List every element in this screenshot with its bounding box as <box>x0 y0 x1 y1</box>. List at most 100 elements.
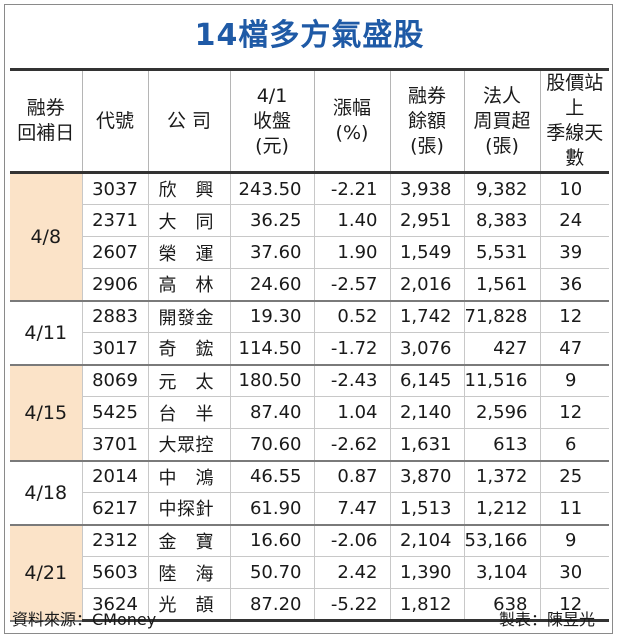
close-price: 37.60 <box>230 236 315 269</box>
days-above-ma: 30 <box>540 556 609 589</box>
institutional-net-buy: 613 <box>464 428 541 462</box>
change-pct: -5.22 <box>314 588 391 622</box>
company-name: 大同 <box>148 204 231 237</box>
margin-balance: 1,390 <box>390 556 465 589</box>
close-price: 24.60 <box>230 268 315 302</box>
table-row: 5425 台半 87.40 1.04 2,140 2,596 12 <box>10 396 609 429</box>
stock-code: 2906 <box>82 268 149 302</box>
close-price: 243.50 <box>230 172 315 205</box>
stock-code: 2883 <box>82 300 149 333</box>
company-name: 奇鋐 <box>148 332 231 366</box>
maker-note: 製表：陳昱光 <box>498 610 595 629</box>
margin-balance: 2,140 <box>390 396 465 429</box>
margin-balance: 3,076 <box>390 332 465 366</box>
table-row: 4/15 8069 元太 180.50 -2.43 6,145 11,516 9 <box>10 364 609 462</box>
close-price: 180.50 <box>230 364 315 397</box>
days-above-ma: 12 <box>540 588 609 622</box>
company-name: 大眾控 <box>148 428 231 462</box>
change-pct: 2.42 <box>314 556 391 589</box>
page-title: 14檔多方氣盛股 <box>194 18 425 53</box>
stock-code: 3701 <box>82 428 149 462</box>
days-above-ma: 12 <box>540 396 609 429</box>
institutional-net-buy: 638 <box>464 588 541 622</box>
margin-balance: 1,549 <box>390 236 465 269</box>
margin-balance: 1,631 <box>390 428 465 462</box>
table-row: 4/21 2312 金寶 16.60 -2.06 2,104 53,166 9 <box>10 524 609 622</box>
stock-code: 3624 <box>82 588 149 622</box>
close-price: 16.60 <box>230 524 315 557</box>
institutional-net-buy: 71,828 <box>464 300 541 333</box>
margin-balance: 6,145 <box>390 364 465 397</box>
margin-balance: 3,938 <box>390 172 465 205</box>
table-row: 2607 榮運 37.60 1.90 1,549 5,531 39 <box>10 236 609 269</box>
days-above-ma: 47 <box>540 332 609 366</box>
days-above-ma: 9 <box>540 524 609 557</box>
change-pct: 0.87 <box>314 460 391 493</box>
cover-date: 4/15 <box>10 364 83 462</box>
institutional-net-buy: 11,516 <box>464 364 541 397</box>
change-pct: 1.40 <box>314 204 391 237</box>
margin-balance: 2,104 <box>390 524 465 557</box>
cover-date: 4/18 <box>10 460 83 526</box>
company-name: 金寶 <box>148 524 231 557</box>
table-row: 4/11 2883 開發金 19.30 0.52 1,742 71,828 12 <box>10 300 609 366</box>
cover-date: 4/11 <box>10 300 83 366</box>
institutional-net-buy: 8,383 <box>464 204 541 237</box>
margin-balance: 1,812 <box>390 588 465 622</box>
table-row: 3624 光頡 87.20 -5.22 1,812 638 12 <box>10 588 609 622</box>
stock-code: 5603 <box>82 556 149 589</box>
table-body: 4/8 3037 欣興 243.50 -2.21 3,938 9,382 10 2371 大同 36… <box>10 172 609 622</box>
close-price: 36.25 <box>230 204 315 237</box>
days-above-ma: 25 <box>540 460 609 493</box>
stock-table: 融券 回補日 代號 公 司 4/1 收盤 (元) 漲幅 (%) 融券 餘額 (張… <box>10 68 609 622</box>
company-name: 開發金 <box>148 300 231 333</box>
change-pct: -2.06 <box>314 524 391 557</box>
institutional-net-buy: 53,166 <box>464 524 541 557</box>
institutional-net-buy: 1,372 <box>464 460 541 493</box>
company-name: 光頡 <box>148 588 231 622</box>
close-price: 61.90 <box>230 492 315 526</box>
company-name: 陸海 <box>148 556 231 589</box>
margin-balance: 3,870 <box>390 460 465 493</box>
header-days: 股價站上 季線天數 <box>540 68 609 174</box>
days-above-ma: 6 <box>540 428 609 462</box>
stock-code: 2371 <box>82 204 149 237</box>
institutional-net-buy: 1,212 <box>464 492 541 526</box>
close-price: 19.30 <box>230 300 315 333</box>
stock-code: 3037 <box>82 172 149 205</box>
days-above-ma: 10 <box>540 172 609 205</box>
company-name: 高林 <box>148 268 231 302</box>
change-pct: -2.62 <box>314 428 391 462</box>
stock-code: 5425 <box>82 396 149 429</box>
table-row: 2371 大同 36.25 1.40 2,951 8,383 24 <box>10 204 609 237</box>
change-pct: -1.72 <box>314 332 391 366</box>
table-row: 4/8 3037 欣興 243.50 -2.21 3,938 9,382 10 <box>10 172 609 302</box>
stock-code: 2607 <box>82 236 149 269</box>
company-name: 元太 <box>148 364 231 397</box>
margin-balance: 2,016 <box>390 268 465 302</box>
stock-code: 2014 <box>82 460 149 493</box>
table-row: 5603 陸海 50.70 2.42 1,390 3,104 30 <box>10 556 609 589</box>
change-pct: 1.90 <box>314 236 391 269</box>
days-above-ma: 11 <box>540 492 609 526</box>
close-price: 46.55 <box>230 460 315 493</box>
institutional-net-buy: 2,596 <box>464 396 541 429</box>
institutional-net-buy: 427 <box>464 332 541 366</box>
source-note: 資料來源：CMoney <box>12 610 157 629</box>
institutional-net-buy: 9,382 <box>464 172 541 205</box>
header-close: 4/1 收盤 (元) <box>230 68 315 174</box>
stock-code: 8069 <box>82 364 149 397</box>
table-row: 2906 高林 24.60 -2.57 2,016 1,561 36 <box>10 268 609 302</box>
close-price: 70.60 <box>230 428 315 462</box>
days-above-ma: 39 <box>540 236 609 269</box>
margin-balance: 1,513 <box>390 492 465 526</box>
header-date: 融券 回補日 <box>10 68 83 174</box>
header-margin-balance: 融券 餘額 (張) <box>390 68 465 174</box>
cover-date: 4/8 <box>10 172 83 302</box>
stock-code: 3017 <box>82 332 149 366</box>
institutional-net-buy: 3,104 <box>464 556 541 589</box>
stock-code: 2312 <box>82 524 149 557</box>
institutional-net-buy: 5,531 <box>464 236 541 269</box>
table-row: 4/18 2014 中鴻 46.55 0.87 3,870 1,372 25 <box>10 460 609 526</box>
close-price: 50.70 <box>230 556 315 589</box>
